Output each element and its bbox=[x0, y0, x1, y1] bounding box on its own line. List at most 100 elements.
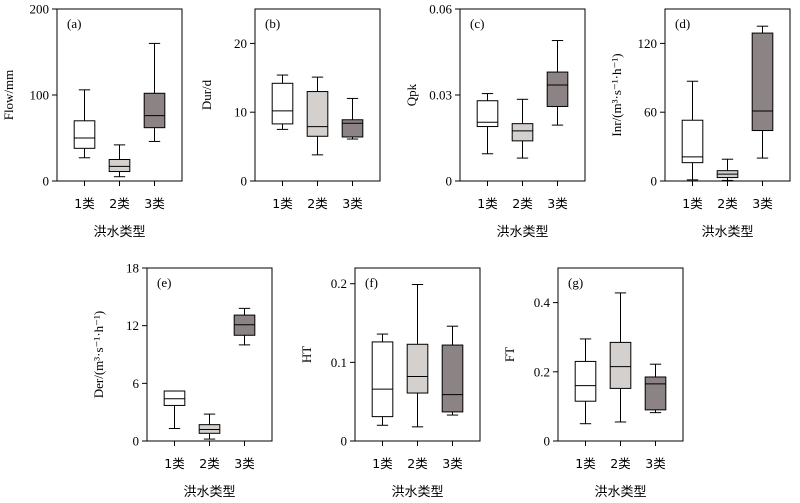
box-1 bbox=[73, 89, 96, 159]
panel-label: (d) bbox=[675, 16, 690, 31]
x-tick-label: 3类 bbox=[752, 196, 773, 211]
panel-b: (b) 0 10 20 1类 2类 3类 Dur/d bbox=[199, 8, 381, 211]
x-tick-label: 1类 bbox=[272, 196, 293, 211]
y-tick-label: 0.03 bbox=[429, 88, 452, 103]
iqr-box bbox=[546, 71, 569, 107]
iqr-box bbox=[609, 341, 632, 389]
iqr-box bbox=[441, 344, 464, 413]
iqr-box bbox=[73, 120, 96, 149]
box-1 bbox=[681, 80, 704, 181]
x-tick-label: 3类 bbox=[144, 196, 165, 211]
iqr-box bbox=[306, 91, 329, 137]
y-tick-label: 0.1 bbox=[331, 355, 347, 370]
panel-label: (c) bbox=[470, 16, 484, 31]
x-tick-label: 2类 bbox=[199, 456, 220, 471]
x-tick-label: 2类 bbox=[407, 456, 428, 471]
x-tick-label: 2类 bbox=[109, 196, 130, 211]
y-axis-title: Dur/d bbox=[199, 79, 214, 110]
y-tick-label: 0.06 bbox=[429, 2, 452, 17]
box-2 bbox=[406, 284, 429, 428]
box-1 bbox=[574, 338, 597, 425]
y-tick-label: 0 bbox=[341, 434, 348, 449]
x-tick-label: 1类 bbox=[682, 196, 703, 211]
panel-label: (b) bbox=[265, 16, 280, 31]
x-tick-label: 2类 bbox=[512, 196, 533, 211]
x-axis-title: 洪水类型 bbox=[391, 485, 443, 500]
x-tick-label: 3类 bbox=[442, 456, 463, 471]
x-tick-label: 3类 bbox=[645, 456, 666, 471]
x-axis-title: 洪水类型 bbox=[183, 485, 235, 500]
x-tick-label: 2类 bbox=[717, 196, 738, 211]
panel-label: (g) bbox=[568, 275, 583, 290]
y-tick-label: 0 bbox=[241, 174, 248, 189]
y-tick-label: 100 bbox=[30, 88, 50, 103]
box-2 bbox=[609, 292, 632, 423]
x-axis-title: 洪水类型 bbox=[93, 225, 145, 240]
iqr-box bbox=[511, 123, 534, 142]
y-axis-title: Der/(m³·s⁻¹·h⁻¹) bbox=[91, 311, 106, 399]
y-tick-label: 18 bbox=[126, 261, 139, 276]
x-tick-label: 1类 bbox=[477, 196, 498, 211]
box-3 bbox=[341, 97, 364, 140]
box-3 bbox=[751, 25, 774, 159]
iqr-box bbox=[751, 32, 774, 132]
y-tick-label: 0 bbox=[544, 434, 551, 449]
y-tick-label: 0 bbox=[133, 434, 140, 449]
y-tick-label: 20 bbox=[234, 36, 247, 51]
y-tick-label: 0 bbox=[43, 174, 50, 189]
iqr-box bbox=[143, 92, 166, 129]
y-tick-label: 6 bbox=[133, 376, 140, 391]
y-tick-label: 0 bbox=[651, 174, 658, 189]
iqr-box bbox=[681, 119, 704, 164]
box-2 bbox=[198, 413, 221, 440]
x-tick-label: 1类 bbox=[372, 456, 393, 471]
box-3 bbox=[143, 42, 166, 142]
iqr-box bbox=[108, 159, 131, 173]
x-tick-label: 3类 bbox=[234, 456, 255, 471]
y-tick-label: 10 bbox=[234, 105, 247, 120]
y-axis-title: FT bbox=[502, 347, 517, 362]
y-axis-title: Inr/(m³·s⁻¹·h⁻¹) bbox=[609, 53, 624, 136]
box-1 bbox=[163, 390, 186, 430]
iqr-box bbox=[341, 119, 364, 138]
box-3 bbox=[441, 325, 464, 416]
x-tick-label: 3类 bbox=[547, 196, 568, 211]
y-tick-label: 0.2 bbox=[331, 276, 347, 291]
panel-label: (f) bbox=[365, 275, 378, 290]
iqr-box bbox=[574, 360, 597, 402]
iqr-box bbox=[271, 82, 294, 125]
y-tick-label: 120 bbox=[638, 36, 658, 51]
box-2 bbox=[716, 158, 739, 181]
x-tick-label: 2类 bbox=[610, 456, 631, 471]
y-tick-label: 0.4 bbox=[534, 295, 551, 310]
x-tick-label: 2类 bbox=[307, 196, 328, 211]
box-2 bbox=[306, 76, 329, 156]
box-2 bbox=[511, 98, 534, 159]
y-tick-label: 12 bbox=[126, 318, 139, 333]
iqr-box bbox=[476, 100, 499, 128]
x-tick-label: 3类 bbox=[342, 196, 363, 211]
y-axis-title: HT bbox=[299, 346, 314, 363]
y-tick-label: 0.2 bbox=[534, 364, 550, 379]
y-axis-title: Flow/mm bbox=[1, 70, 16, 121]
box-1 bbox=[271, 74, 294, 130]
box-3 bbox=[233, 307, 256, 346]
box-2 bbox=[108, 144, 131, 178]
iqr-box bbox=[371, 341, 394, 418]
iqr-box bbox=[644, 376, 667, 411]
y-tick-label: 60 bbox=[644, 105, 657, 120]
box-1 bbox=[371, 333, 394, 426]
x-tick-label: 1类 bbox=[164, 456, 185, 471]
box-1 bbox=[476, 93, 499, 155]
panel-label: (a) bbox=[67, 16, 81, 31]
x-axis-title: 洪水类型 bbox=[701, 225, 753, 240]
x-axis-title: 洪水类型 bbox=[496, 225, 548, 240]
y-axis-title: Qpk bbox=[404, 83, 419, 106]
box-3 bbox=[546, 40, 569, 126]
